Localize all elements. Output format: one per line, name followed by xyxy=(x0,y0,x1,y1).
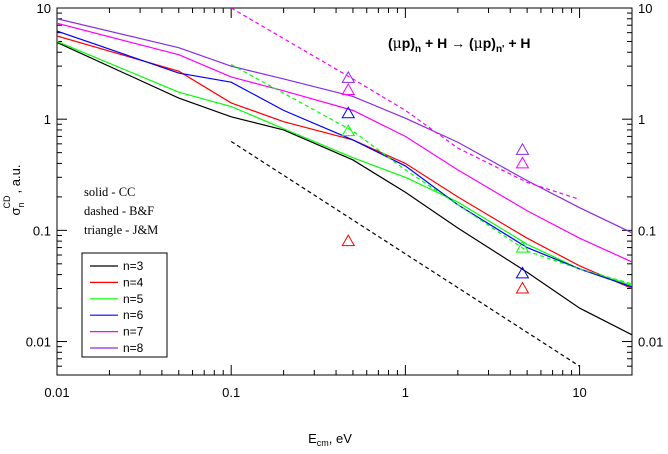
annotation-dashed: dashed - B&F xyxy=(84,204,154,218)
legend-label: n=6 xyxy=(123,308,144,322)
legend: n=3 n=4 n=5 n=6 n=7 n=8 xyxy=(81,252,168,358)
series-line-b-f-n-3 xyxy=(230,140,580,367)
marker-triangle-n-7 xyxy=(515,156,530,169)
series-line-n-6 xyxy=(57,30,632,288)
legend-label: n=4 xyxy=(123,275,144,289)
annotation-solid: solid - CC xyxy=(84,185,135,199)
legend-box xyxy=(81,252,168,358)
marker-triangle-n-6 xyxy=(341,106,356,119)
y-tick-label-right: 1 xyxy=(638,112,645,127)
series-line-n-3 xyxy=(57,41,632,336)
y-tick-label: 1 xyxy=(44,112,51,127)
x-tick-label: 0.1 xyxy=(222,385,240,400)
x-axis-label: Ecm, eV xyxy=(308,431,352,448)
series-line-n-5 xyxy=(57,40,632,286)
y-tick-label-right: 0.01 xyxy=(638,335,663,350)
plot-frame xyxy=(56,7,633,376)
x-tick-label: 10 xyxy=(572,385,586,400)
y-tick-label: 10 xyxy=(37,1,51,16)
annotation-triangle: triangle - J&M xyxy=(84,223,158,237)
marker-triangle-n-7 xyxy=(341,82,356,95)
marker-triangle-n-8 xyxy=(515,142,530,155)
x-tick-label: 0.01 xyxy=(44,385,69,400)
y-tick-label: 0.1 xyxy=(33,223,51,238)
legend-label: n=3 xyxy=(123,259,144,273)
x-tick-label: 1 xyxy=(402,385,409,400)
y-tick-label-right: 0.1 xyxy=(638,223,656,238)
series-line-b-f-n-7 xyxy=(230,8,580,200)
marker-triangle-n-5 xyxy=(515,240,530,253)
y-tick-label-right: 10 xyxy=(638,1,652,16)
svg-text:σnCD, a.u.: σnCD, a.u. xyxy=(2,165,26,216)
y-axis-label: σnCD, a.u. xyxy=(2,165,26,216)
series-line-n-7 xyxy=(57,22,632,263)
legend-label: n=5 xyxy=(123,292,144,306)
marker-triangle-n-5 xyxy=(341,124,356,137)
legend-label: n=8 xyxy=(123,341,144,355)
series-line-n-8 xyxy=(57,18,632,234)
marker-triangle-n-4 xyxy=(515,281,530,294)
series-line-n-4 xyxy=(57,35,632,290)
series-layer xyxy=(57,8,632,367)
y-tick-label: 0.01 xyxy=(26,335,51,350)
reaction-equation: (μp)n + H → (μp)n' + H xyxy=(388,35,531,55)
axis-ticks: 0.01 0.1 1 10 0.01 0.01 0.1 0.1 1 1 10 10 xyxy=(26,1,664,400)
series-line-b-f-n-5 xyxy=(230,64,632,285)
marker-triangle-n-4 xyxy=(341,234,356,247)
legend-label: n=7 xyxy=(123,325,144,339)
marker-triangle-n-6 xyxy=(515,266,530,279)
marker-layer xyxy=(341,70,530,294)
marker-triangle-n-8 xyxy=(341,70,356,83)
